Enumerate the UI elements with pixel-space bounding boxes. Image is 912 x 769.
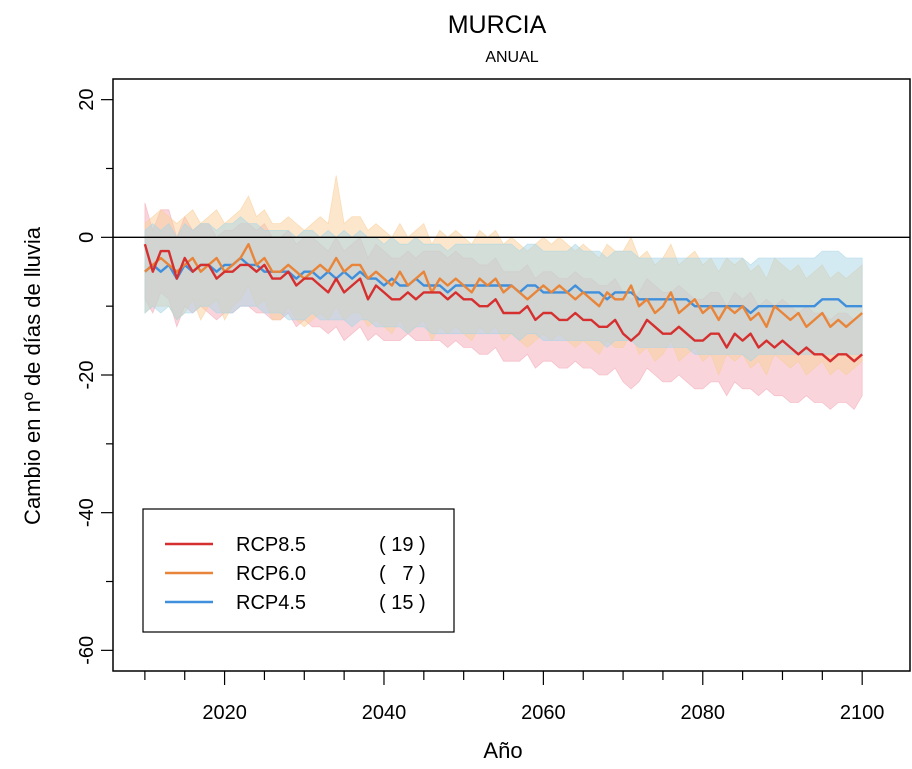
x-tick-label-2040: 2040 [362, 702, 407, 724]
legend: RCP8.5 ( 19 ) RCP6.0 ( 7 ) RCP4.5 ( 15 ) [142, 508, 455, 633]
x-tick-label-2080: 2080 [681, 702, 726, 724]
uncertainty-bands [144, 175, 863, 411]
y-tick-label--40: -40 [76, 498, 98, 527]
series-lines [143, 242, 863, 363]
y-tick-label-0: 0 [76, 232, 98, 243]
legend-label-rcp45: RCP4.5 [236, 592, 306, 614]
legend-count-rcp45: ( 15 ) [379, 592, 426, 614]
legend-box [142, 508, 455, 633]
y-axis-label: Cambio en nº de días de lluvia [20, 226, 45, 525]
legend-label-rcp85: RCP8.5 [236, 534, 306, 556]
legend-count-rcp85: ( 19 ) [379, 534, 426, 556]
x-tick-label-2100: 2100 [840, 702, 885, 724]
legend-label-rcp60: RCP6.0 [236, 563, 306, 585]
x-tick-label-2060: 2060 [521, 702, 566, 724]
legend-count-rcp60: ( 7 ) [379, 563, 426, 585]
x-tick-label-2020: 2020 [202, 702, 247, 724]
x-axis: 2020 2040 2060 2080 2100 [144, 671, 885, 724]
chart-title: MURCIA [448, 11, 547, 39]
y-tick-label--60: -60 [76, 636, 98, 665]
series-line-rcp85 [143, 243, 863, 363]
chart-subtitle: ANUAL [485, 49, 538, 66]
y-axis: 20 0 -20 -40 -60 [76, 89, 113, 665]
y-tick-label--20: -20 [76, 361, 98, 390]
series-line-rcp60 [144, 242, 863, 328]
y-tick-label-20: 20 [76, 89, 98, 111]
x-axis-label: Año [483, 738, 522, 763]
